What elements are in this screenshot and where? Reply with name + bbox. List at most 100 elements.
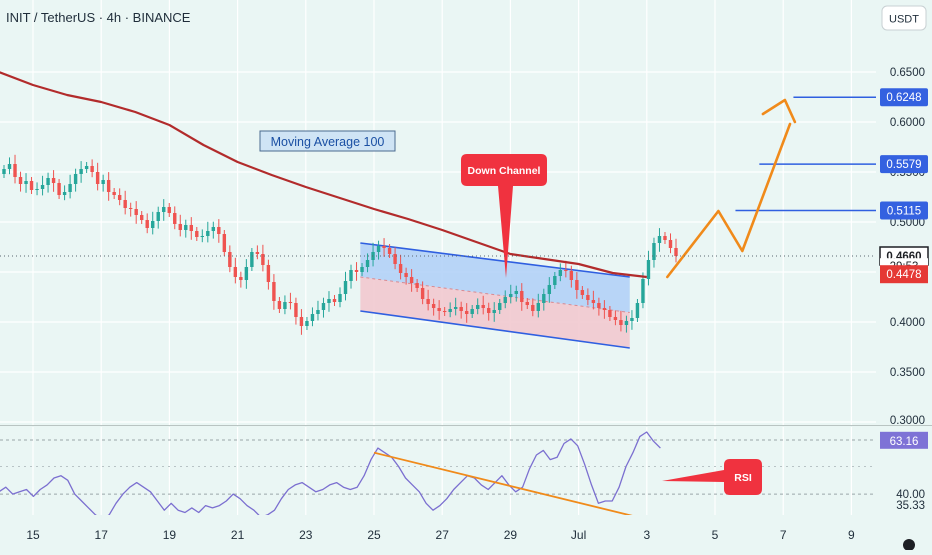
candle-body — [663, 236, 667, 240]
candle — [211, 221, 216, 239]
candle-body — [586, 295, 590, 300]
candle — [117, 188, 122, 206]
channel-upper-line[interactable] — [360, 242, 630, 278]
candle — [46, 172, 50, 193]
candle-body — [487, 308, 491, 313]
candle-body — [156, 212, 160, 221]
candle-body — [299, 317, 304, 326]
candle-body — [244, 267, 249, 280]
time-tick-label: 9 — [848, 528, 855, 542]
candle-body — [195, 231, 199, 237]
candle — [112, 188, 116, 199]
candle-body — [338, 294, 342, 302]
candle-body — [442, 311, 447, 312]
candle-body — [503, 297, 507, 303]
candle — [139, 211, 144, 224]
rsi-callout-shape — [662, 459, 762, 495]
currency-button[interactable]: USDT — [881, 5, 927, 31]
time-tick-label: 29 — [504, 528, 518, 542]
candle-body — [46, 178, 50, 185]
candle — [459, 301, 463, 319]
candle-body — [365, 260, 370, 267]
candle-body — [613, 317, 618, 320]
level-badge-box — [880, 201, 928, 220]
candle-body — [492, 310, 496, 313]
candle — [178, 214, 182, 237]
price-badge-ma[interactable]: 0.4478 — [880, 265, 928, 284]
rsi-tick-label: 40.00 — [896, 489, 925, 501]
candle — [608, 306, 612, 321]
candle — [162, 199, 166, 221]
candle — [228, 245, 232, 273]
rsi-trendline[interactable] — [373, 451, 647, 520]
moving-average-label-box — [259, 130, 396, 152]
candle-body — [641, 279, 645, 303]
time-tick-label: 5 — [712, 528, 719, 542]
candle — [663, 232, 667, 244]
price-tick-label: 0.3000 — [890, 415, 925, 427]
candle — [503, 290, 507, 309]
channel-lower-line[interactable] — [360, 310, 630, 349]
candle-body — [531, 305, 535, 311]
level-badge[interactable]: 0.6248 — [880, 88, 928, 107]
down-channel-callout-shape — [461, 154, 547, 278]
candle — [73, 168, 78, 192]
candle-body — [79, 169, 83, 174]
candle — [62, 185, 67, 201]
candle-body — [128, 208, 133, 209]
candle-body — [371, 252, 375, 260]
candle — [464, 303, 469, 323]
projection-path — [665, 98, 797, 279]
candle — [288, 292, 293, 310]
rsi-current-badge[interactable]: 63.16 — [880, 431, 928, 449]
candle-body — [151, 221, 155, 228]
rsi-callout[interactable]: RSI — [662, 459, 762, 495]
candle-body — [206, 231, 210, 236]
candle-body — [184, 225, 188, 230]
candle — [398, 254, 403, 280]
down-channel-callout[interactable]: Down Channel — [461, 154, 547, 278]
candle — [393, 247, 397, 270]
level-badge-box — [880, 155, 928, 174]
candle — [239, 271, 243, 288]
settings-icon[interactable] — [903, 539, 915, 551]
candle — [90, 159, 94, 178]
candle — [18, 171, 23, 192]
moving-average-line[interactable] — [0, 71, 647, 279]
candle — [266, 259, 271, 290]
projection-line[interactable] — [665, 122, 792, 279]
candle-body — [349, 270, 353, 281]
level-badge-text: 0.6248 — [886, 92, 921, 104]
candle — [470, 305, 474, 318]
candle-body — [13, 164, 17, 177]
rsi-line[interactable] — [0, 431, 661, 519]
candle — [426, 289, 430, 311]
candle — [553, 272, 557, 289]
candle-body — [68, 184, 72, 192]
level-badge[interactable]: 0.5579 — [880, 155, 928, 174]
candle-body — [542, 294, 546, 303]
candle-body — [453, 307, 458, 309]
candle-body — [646, 260, 651, 279]
candle-body — [277, 301, 282, 309]
candle — [255, 245, 260, 260]
candle — [173, 206, 177, 230]
candle-body — [475, 305, 480, 309]
price-tick-label: 0.5000 — [890, 217, 925, 229]
rsi-current-badge-text: 63.16 — [890, 436, 919, 448]
candle-body — [189, 225, 193, 231]
level-badge-text: 0.5579 — [886, 159, 921, 171]
candle-body — [547, 285, 552, 294]
candle-body — [84, 166, 89, 169]
level-badge[interactable]: 0.5115 — [880, 201, 928, 220]
candle-body — [112, 192, 116, 195]
moving-average-label[interactable]: Moving Average 100 — [259, 130, 396, 152]
candle-body — [139, 215, 144, 220]
candle — [7, 157, 12, 175]
price-tick-label: 0.3500 — [890, 367, 925, 379]
candle — [68, 174, 72, 199]
currency-label: USDT — [889, 14, 919, 26]
candle — [167, 203, 171, 217]
candle-body — [261, 254, 265, 265]
candle — [184, 219, 188, 238]
